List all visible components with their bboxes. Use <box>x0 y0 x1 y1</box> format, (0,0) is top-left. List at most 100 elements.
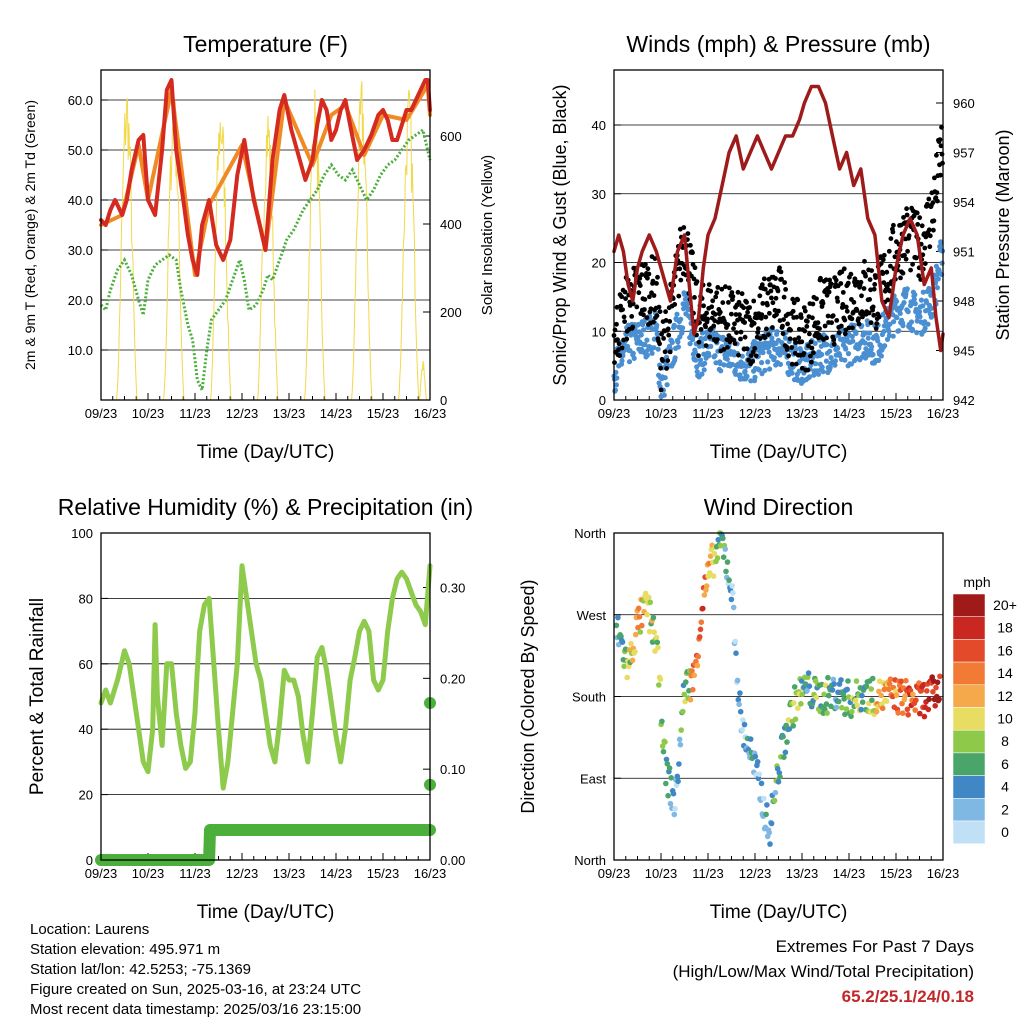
direction-point <box>842 711 848 718</box>
extremes-values: 65.2/25.1/24/0.18 <box>841 987 974 1006</box>
direction-point <box>781 754 787 760</box>
gust-point <box>751 321 757 326</box>
wind-point <box>893 298 900 304</box>
direction-point <box>740 717 746 723</box>
gust-point <box>836 330 842 336</box>
gust-point <box>840 290 846 295</box>
direction-point <box>863 683 870 690</box>
direction-point <box>878 692 884 699</box>
gust-point <box>791 300 797 306</box>
gust-point <box>717 309 723 315</box>
gust-point <box>938 143 944 149</box>
gust-point <box>657 341 662 347</box>
gust-point <box>881 252 887 258</box>
gust-point <box>732 321 737 327</box>
gust-point <box>854 308 860 313</box>
gust-point <box>913 255 919 261</box>
direction-point <box>917 710 923 717</box>
wind_direction-title: Wind Direction <box>704 494 854 520</box>
direction-point <box>763 811 769 818</box>
solar-insolation-pulse <box>257 115 279 401</box>
wind_direction-ytick-label: East <box>580 771 606 786</box>
gust-point <box>639 272 645 277</box>
gust-point <box>868 320 874 326</box>
direction-point <box>786 726 793 732</box>
gust-point <box>642 297 648 302</box>
direction-point <box>784 739 790 745</box>
gust-point <box>762 335 768 341</box>
direction-point <box>752 753 759 760</box>
direction-point <box>766 829 772 836</box>
direction-point <box>853 678 860 684</box>
direction-point <box>720 554 727 560</box>
direction-point <box>854 702 861 709</box>
gust-point <box>707 334 713 340</box>
gust-point <box>719 286 725 292</box>
gust-point <box>828 281 834 287</box>
direction-point <box>733 650 739 656</box>
direction-point <box>916 680 922 686</box>
gust-point <box>810 315 815 321</box>
dewpoint-line <box>99 127 432 396</box>
temperature-ytick-right-label: 600 <box>440 129 462 144</box>
humidity-xtick-label: 10/23 <box>132 866 165 881</box>
solar-insolation-pulse <box>351 80 373 401</box>
wind-point <box>881 328 887 335</box>
extremes-box: Extremes For Past 7 Days (High/Low/Max W… <box>673 934 974 1009</box>
winds-ytick-label: 0 <box>599 393 606 408</box>
winds-ytick-right-label: 960 <box>953 96 975 111</box>
wind-point <box>759 360 765 366</box>
gust-point <box>738 329 744 335</box>
wind-point <box>820 369 826 375</box>
gust-point <box>642 307 647 312</box>
gust-point <box>851 299 857 305</box>
direction-point <box>720 535 726 542</box>
gust-point <box>829 320 834 326</box>
temperature-xlabel: Time (Day/UTC) <box>197 442 335 463</box>
gust-point <box>647 294 652 300</box>
wind-point <box>827 348 833 354</box>
gust-point <box>690 250 695 256</box>
wind-point <box>739 353 745 359</box>
gust-point <box>872 282 878 287</box>
direction-point <box>674 773 681 780</box>
colorbar-swatch <box>952 616 986 640</box>
gust-point <box>805 319 810 324</box>
gust-point <box>770 325 775 330</box>
winds-frame <box>613 69 944 401</box>
gust-point <box>698 327 704 332</box>
direction-point <box>813 694 820 701</box>
gust-point <box>880 257 886 263</box>
gust-point <box>665 326 671 332</box>
gust-point <box>692 265 698 271</box>
gust-point <box>790 308 796 314</box>
direction-point <box>799 691 806 698</box>
direction-point <box>655 644 661 651</box>
gust-point <box>900 270 906 276</box>
wind-point <box>766 344 772 350</box>
pressure-line <box>612 84 945 353</box>
wind-point <box>721 362 727 368</box>
wind-point <box>655 346 661 352</box>
direction-point <box>647 599 654 606</box>
direction-point <box>621 663 627 670</box>
humidity-title: Relative Humidity (%) & Precipitation (i… <box>58 494 473 520</box>
gust-point <box>703 324 708 330</box>
direction-point <box>696 634 703 640</box>
wind-point <box>631 355 637 361</box>
direction-point <box>841 696 847 702</box>
direction-point <box>844 686 850 693</box>
temp-2m-line <box>99 78 432 277</box>
extremes-subtitle: (High/Low/Max Wind/Total Precipitation) <box>672 962 974 981</box>
temperature-ytick-right-label: 0 <box>440 393 447 408</box>
gust-point <box>681 225 687 230</box>
direction-point <box>848 713 854 720</box>
wind-point <box>837 352 843 358</box>
wind-point <box>712 353 718 359</box>
direction-point <box>805 674 811 681</box>
direction-point <box>921 713 928 720</box>
gust-point <box>838 281 844 286</box>
colorbar-swatch <box>952 684 986 708</box>
wind-point <box>812 340 818 346</box>
